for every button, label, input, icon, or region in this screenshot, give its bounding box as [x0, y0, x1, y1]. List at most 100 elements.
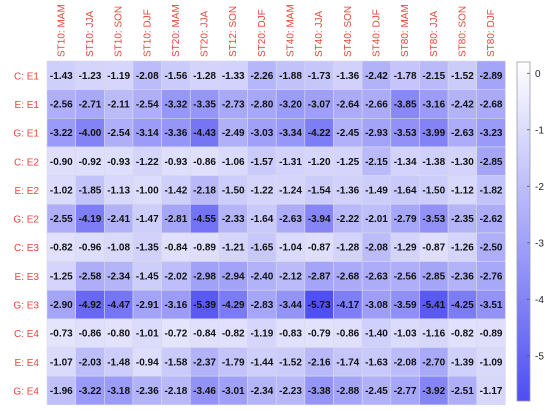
cell-value-label: -1.50	[422, 185, 445, 196]
cell-value-label: -2.98	[193, 271, 216, 282]
row-label: C: E2	[14, 157, 39, 168]
cell-value-label: -0.86	[79, 329, 102, 340]
cell-value-label: -1.78	[394, 71, 417, 82]
heatmap-cell	[104, 203, 134, 234]
heatmap-cell	[247, 232, 277, 262]
heatmap-cell	[75, 232, 105, 262]
cell-value-label: -0.94	[136, 357, 159, 368]
heatmap-cell	[447, 175, 478, 205]
heatmap-cell	[447, 289, 478, 320]
cell-value-label: -2.08	[136, 71, 159, 82]
cell-value-label: -2.76	[480, 271, 503, 282]
colorbar: 0 -1 -2 -3 -4 -5	[516, 61, 544, 402]
heatmap-cell	[247, 118, 277, 148]
cell-value-label: -2.77	[394, 386, 417, 397]
cell-value-label: -0.80	[107, 329, 130, 340]
heatmap-cell	[447, 261, 478, 291]
heatmap-cell	[132, 318, 162, 348]
heatmap-cell	[390, 175, 420, 205]
cell-value-label: -3.34	[279, 128, 302, 139]
heatmap-cell	[476, 146, 506, 176]
cell-value-label: -0.82	[222, 329, 245, 340]
cell-value-label: -3.03	[250, 128, 273, 139]
cell-value-label: -2.42	[365, 71, 388, 82]
cell-value-label: -1.09	[480, 357, 503, 368]
cell-value-label: -1.01	[136, 329, 159, 340]
cell-value-label: -2.03	[79, 357, 102, 368]
cell-value-label: -0.93	[107, 157, 130, 168]
cell-value-label: -0.79	[308, 329, 331, 340]
colorbar-tick-label: 0	[535, 69, 541, 80]
cell-value-label: -1.00	[136, 185, 159, 196]
heatmap-cell	[104, 89, 134, 119]
cell-value-label: -4.92	[79, 300, 102, 311]
cell-value-label: -2.90	[50, 300, 73, 311]
cell-value-label: -1.26	[451, 243, 474, 254]
cell-value-label: -2.63	[279, 214, 302, 225]
cell-value-label: -3.32	[165, 99, 188, 110]
cell-value-label: -1.02	[50, 185, 73, 196]
cell-value-label: -4.55	[193, 214, 216, 225]
cell-value-label: -2.36	[451, 271, 474, 282]
heatmap-cell	[304, 175, 334, 205]
heatmap-cell	[361, 60, 392, 90]
heatmap-cell	[247, 60, 277, 90]
column-label: ST20: DJF	[257, 9, 268, 57]
row-label: E: E4	[15, 358, 40, 369]
colorbar-tick-label: -2	[535, 182, 544, 193]
heatmap-cell	[333, 203, 363, 234]
column-label: ST10: MAM	[56, 4, 67, 57]
column-label: ST20: MAM	[171, 4, 182, 57]
cell-value-label: -2.71	[79, 99, 102, 110]
heatmap-cell	[419, 375, 449, 406]
heatmap-cell	[46, 375, 76, 406]
heatmap-cell	[161, 146, 191, 176]
heatmap-cell	[390, 89, 420, 119]
cell-value-label: -1.56	[165, 71, 188, 82]
cell-value-label: -1.65	[250, 243, 273, 254]
cell-value-label: -3.16	[165, 300, 188, 311]
cell-value-label: -1.35	[136, 243, 159, 254]
cell-value-label: -3.14	[136, 128, 159, 139]
cell-value-label: -1.54	[308, 185, 331, 196]
cell-value-label: -2.79	[394, 214, 417, 225]
cell-value-label: -2.63	[451, 128, 474, 139]
cell-value-label: -4.17	[336, 300, 359, 311]
cell-value-label: -4.29	[222, 300, 245, 311]
cell-value-label: -2.91	[136, 300, 159, 311]
heatmap-cell	[75, 318, 105, 348]
cell-value-label: -0.82	[451, 329, 474, 340]
heatmap-cell	[476, 175, 506, 205]
heatmap-cell	[104, 375, 134, 406]
cell-value-label: -2.87	[308, 271, 331, 282]
cell-value-label: -3.53	[422, 214, 445, 225]
heatmap-cell	[247, 347, 277, 377]
colorbar-tick-label: -3	[535, 238, 544, 249]
cell-value-label: -3.92	[422, 386, 445, 397]
cell-value-label: -3.46	[193, 386, 216, 397]
column-label: ST40: SON	[343, 6, 354, 57]
cell-value-label: -1.23	[79, 71, 102, 82]
heatmap-cell	[218, 203, 248, 234]
heatmap-cell	[189, 375, 220, 406]
colorbar-tick-label: -5	[535, 351, 544, 362]
heatmap-cell	[161, 175, 191, 205]
cell-value-label: -2.73	[222, 99, 245, 110]
cell-value-label: -0.89	[480, 329, 503, 340]
cell-value-label: -2.34	[250, 386, 273, 397]
heatmap-cell	[476, 232, 506, 262]
heatmap-cell	[161, 118, 191, 148]
cell-value-label: -1.64	[394, 185, 417, 196]
cell-value-label: -3.07	[308, 99, 331, 110]
colorbar-gradient	[516, 61, 531, 402]
cell-value-label: -1.44	[250, 357, 273, 368]
cell-value-label: -2.80	[250, 99, 273, 110]
cell-value-label: -1.52	[279, 357, 302, 368]
column-label: ST40: MAM	[286, 4, 297, 57]
cell-value-label: -4.43	[193, 128, 216, 139]
cell-value-label: -2.16	[308, 357, 331, 368]
cell-value-label: -2.40	[250, 271, 273, 282]
column-label: ST80: DJF	[486, 9, 497, 57]
column-label: ST10: SON	[114, 6, 125, 57]
